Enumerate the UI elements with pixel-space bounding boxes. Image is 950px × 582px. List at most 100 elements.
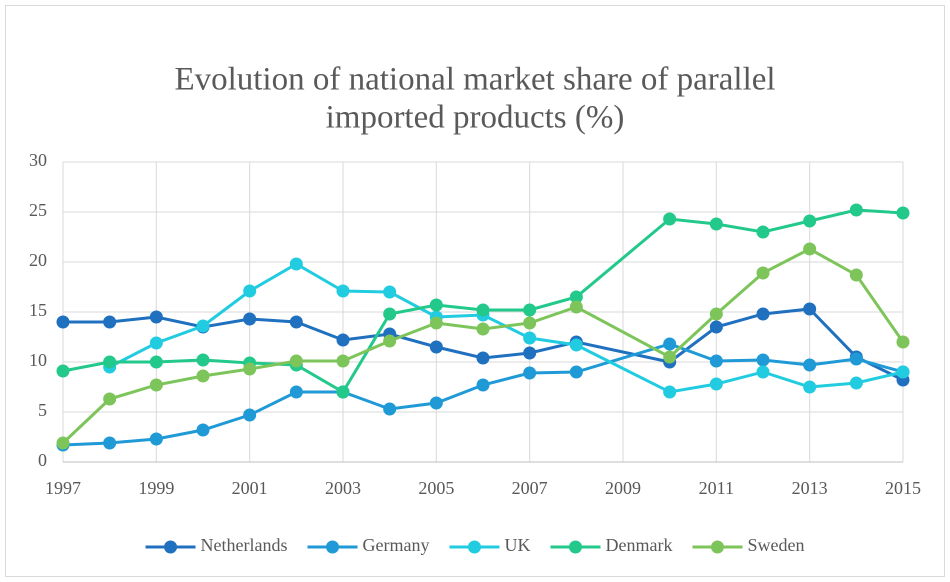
x-tick-label: 2007: [512, 478, 548, 498]
data-point: [803, 214, 817, 228]
x-tick-label: 1997: [45, 478, 81, 498]
x-tick-label: 2013: [792, 478, 828, 498]
data-point: [569, 338, 583, 352]
data-point: [243, 312, 257, 326]
x-tick-label: 2015: [885, 478, 921, 498]
legend-item: Netherlands: [145, 535, 288, 555]
data-point: [803, 380, 817, 394]
y-tick-label: 10: [29, 350, 47, 370]
data-point: [569, 290, 583, 304]
data-point: [709, 377, 723, 391]
data-point: [756, 225, 770, 239]
data-point: [289, 354, 303, 368]
x-tick-label: 1999: [138, 478, 174, 498]
data-point: [103, 392, 117, 406]
data-point: [103, 315, 117, 329]
chart-border: [5, 5, 945, 577]
data-point: [709, 217, 723, 231]
data-point: [663, 337, 677, 351]
data-point: [383, 307, 397, 321]
data-point: [849, 268, 863, 282]
data-point: [476, 378, 490, 392]
x-tick-label: 2009: [605, 478, 641, 498]
data-point: [336, 354, 350, 368]
legend-label: UK: [504, 535, 530, 555]
data-point: [149, 336, 163, 350]
data-point: [149, 355, 163, 369]
data-point: [476, 351, 490, 365]
x-tick-label: 2003: [325, 478, 361, 498]
data-point: [149, 310, 163, 324]
legend-label: Sweden: [747, 535, 804, 555]
data-point: [896, 365, 910, 379]
data-point: [569, 365, 583, 379]
data-point: [803, 302, 817, 316]
data-point: [429, 298, 443, 312]
data-point: [709, 354, 723, 368]
data-point: [569, 300, 583, 314]
legend-marker: [467, 540, 481, 554]
legend-marker: [568, 540, 582, 554]
data-point: [709, 307, 723, 321]
series-line: [61, 247, 905, 445]
x-tick-label: 2011: [699, 478, 734, 498]
data-point: [709, 320, 723, 334]
y-tick-label: 30: [29, 150, 47, 170]
data-point: [476, 303, 490, 317]
chart-title: imported products (%): [326, 100, 625, 136]
x-tick-label: 2005: [418, 478, 454, 498]
data-point: [849, 352, 863, 366]
y-tick-label: 25: [29, 200, 47, 220]
data-point: [56, 364, 70, 378]
y-tick-label: 5: [38, 400, 47, 420]
data-point: [803, 242, 817, 256]
chart-title: Evolution of national market share of pa…: [174, 62, 775, 98]
data-point: [336, 284, 350, 298]
data-point: [476, 322, 490, 336]
data-point: [289, 257, 303, 271]
x-tick-label: 2001: [232, 478, 268, 498]
y-tick-label: 0: [38, 450, 47, 470]
legend-item: Sweden: [692, 535, 804, 555]
data-point: [803, 358, 817, 372]
data-point: [383, 402, 397, 416]
legend-marker: [710, 540, 724, 554]
data-point: [243, 408, 257, 422]
data-point: [523, 366, 537, 380]
series-line: [62, 208, 904, 395]
data-point: [756, 365, 770, 379]
data-point: [243, 362, 257, 376]
data-point: [103, 355, 117, 369]
series-line: [62, 342, 904, 447]
data-point: [523, 346, 537, 360]
data-point: [523, 331, 537, 345]
data-point: [896, 335, 910, 349]
data-point: [196, 369, 210, 383]
data-point: [289, 385, 303, 399]
legend-label: Netherlands: [201, 535, 288, 555]
data-point: [56, 315, 70, 329]
data-point: [849, 376, 863, 390]
data-point: [196, 423, 210, 437]
series-line: [63, 307, 904, 382]
data-point: [523, 303, 537, 317]
legend-item: Denmark: [550, 535, 672, 555]
data-point: [383, 334, 397, 348]
data-point: [196, 353, 210, 367]
data-point: [429, 396, 443, 410]
legend-item: UK: [449, 535, 530, 555]
data-point: [429, 316, 443, 330]
data-point: [149, 432, 163, 446]
y-tick-label: 15: [29, 300, 47, 320]
legend-label: Germany: [363, 535, 430, 555]
legend-label: Denmark: [605, 535, 672, 555]
legend-marker: [326, 540, 339, 554]
data-point: [756, 266, 770, 280]
legend-marker: [164, 540, 178, 554]
data-point: [289, 315, 303, 329]
data-point: [103, 436, 117, 450]
legend-item: Germany: [307, 535, 430, 555]
data-point: [336, 385, 350, 399]
data-point: [896, 206, 910, 220]
